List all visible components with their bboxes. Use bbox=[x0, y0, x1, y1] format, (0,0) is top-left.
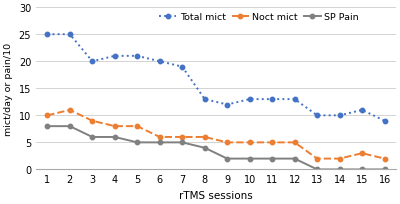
Noct mict bbox=[382, 158, 387, 160]
Noct mict bbox=[202, 136, 207, 139]
Noct mict bbox=[68, 109, 72, 112]
Total mict bbox=[382, 120, 387, 122]
SP Pain bbox=[180, 141, 185, 144]
Line: Noct mict: Noct mict bbox=[45, 108, 387, 161]
SP Pain bbox=[247, 158, 252, 160]
Total mict bbox=[247, 98, 252, 101]
SP Pain bbox=[225, 158, 230, 160]
Y-axis label: mict/day or pain/10: mict/day or pain/10 bbox=[4, 42, 13, 135]
SP Pain bbox=[157, 141, 162, 144]
Total mict bbox=[315, 114, 320, 117]
Total mict bbox=[90, 61, 95, 63]
SP Pain bbox=[135, 141, 140, 144]
Noct mict bbox=[270, 141, 274, 144]
Total mict bbox=[68, 34, 72, 36]
Total mict bbox=[180, 66, 185, 69]
Noct mict bbox=[135, 125, 140, 128]
Noct mict bbox=[180, 136, 185, 139]
Noct mict bbox=[45, 114, 50, 117]
SP Pain bbox=[337, 168, 342, 171]
Total mict bbox=[135, 55, 140, 58]
SP Pain bbox=[202, 147, 207, 149]
X-axis label: rTMS sessions: rTMS sessions bbox=[179, 190, 253, 200]
Legend: Total mict, Noct mict, SP Pain: Total mict, Noct mict, SP Pain bbox=[155, 10, 363, 26]
Total mict bbox=[157, 61, 162, 63]
Total mict bbox=[225, 104, 230, 106]
Total mict bbox=[337, 114, 342, 117]
SP Pain bbox=[90, 136, 95, 139]
Noct mict bbox=[360, 152, 364, 155]
Total mict bbox=[202, 98, 207, 101]
SP Pain bbox=[382, 168, 387, 171]
Noct mict bbox=[112, 125, 117, 128]
Noct mict bbox=[225, 141, 230, 144]
Line: Total mict: Total mict bbox=[45, 33, 387, 123]
SP Pain bbox=[68, 125, 72, 128]
Noct mict bbox=[90, 120, 95, 122]
Line: SP Pain: SP Pain bbox=[45, 124, 387, 172]
Noct mict bbox=[247, 141, 252, 144]
SP Pain bbox=[292, 158, 297, 160]
Total mict bbox=[45, 34, 50, 36]
Noct mict bbox=[315, 158, 320, 160]
Total mict bbox=[112, 55, 117, 58]
Noct mict bbox=[337, 158, 342, 160]
SP Pain bbox=[315, 168, 320, 171]
Noct mict bbox=[157, 136, 162, 139]
Total mict bbox=[292, 98, 297, 101]
SP Pain bbox=[45, 125, 50, 128]
Total mict bbox=[270, 98, 274, 101]
SP Pain bbox=[360, 168, 364, 171]
Total mict bbox=[360, 109, 364, 112]
SP Pain bbox=[270, 158, 274, 160]
SP Pain bbox=[112, 136, 117, 139]
Noct mict bbox=[292, 141, 297, 144]
